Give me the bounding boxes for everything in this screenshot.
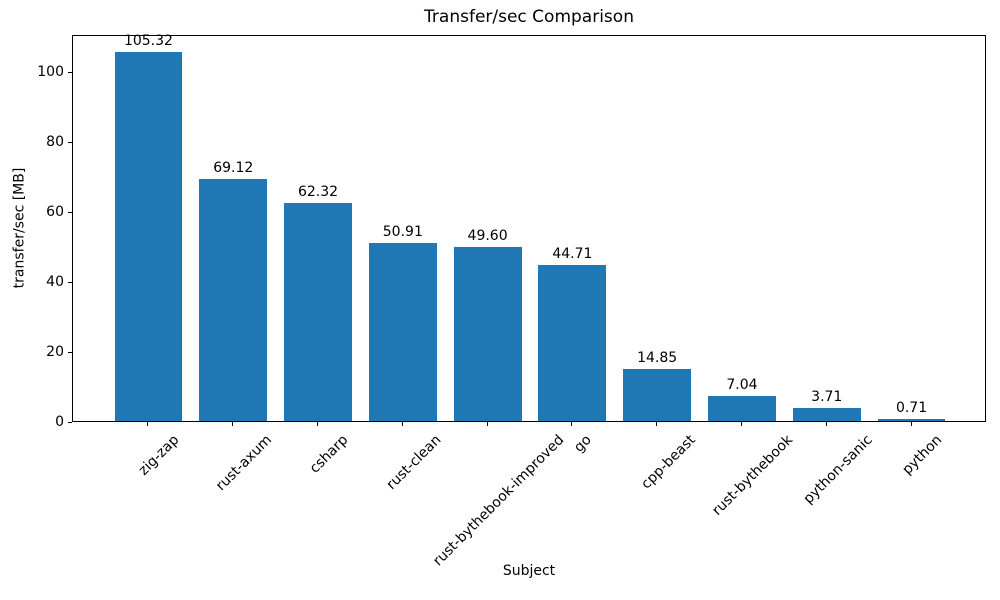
x-axis-label: Subject [502,563,556,579]
x-tick [486,422,488,426]
x-tick-label-text: zig-zap [135,432,183,479]
bar-value-label-python-sanic: 3.71 [811,389,843,406]
bar-value-label-rust-axum: 69.12 [213,160,254,177]
bar-value-label-rust-clean: 50.91 [382,223,423,240]
y-tick-label-40: 40 [46,274,64,291]
y-axis-label: transfer/sec [MB] [11,167,28,289]
x-tick [232,422,234,426]
y-tick [68,282,72,284]
x-tick [656,422,658,426]
bar-cpp-beast [623,369,692,421]
x-tick-label-text: python [899,432,946,478]
x-tick [571,422,573,426]
bar-value-label-go: 44.71 [552,245,593,262]
y-tick [68,422,72,423]
x-tick-label-python-sanic: python-sanic [774,429,875,507]
x-tick-label-text: rust-axum [212,432,275,495]
y-tick [68,72,72,74]
bar-rust-bythebook [708,396,776,421]
x-tick-label-text: python-sanic [800,432,876,508]
bar-go [538,264,607,421]
x-tick-label-csharp: csharp [293,429,351,477]
bar-csharp [284,202,352,421]
bar-python-sanic [792,408,861,421]
x-tick-label-python: python [885,429,945,478]
bar-zig-zap [114,52,183,421]
x-tick [317,422,319,426]
bar-value-label-rust-bythebook: 7.04 [726,377,758,394]
x-tick-label-go: go [566,429,596,456]
x-tick-label-rust-bythebook: rust-bythebook [678,429,796,519]
bar-value-label-zig-zap: 105.32 [123,33,173,50]
bar-value-label-python: 0.71 [895,399,928,416]
x-tick-label-rust-axum: rust-axum [192,429,275,494]
x-tick-label-text: rust-bythebook-improved [429,432,567,570]
x-tick-label-text: csharp [306,432,352,477]
y-tick [68,352,72,353]
bar-rust-axum [199,179,268,421]
plot-area: 105.32 69.12 62.32 50.91 49.60 44.71 14.85 7.04… [72,33,986,422]
bar-value-label-cpp-beast: 14.85 [637,350,678,367]
y-tick-label-20: 20 [46,344,64,360]
y-tick-label-80: 80 [46,134,64,151]
x-tick [401,422,403,426]
x-tick-label-text: go [571,432,596,456]
x-tick [825,422,827,426]
bar-python [877,418,946,421]
bar-rust-bythebook-improved [453,247,522,421]
bar-rust-clean [368,242,437,421]
bar-value-label-csharp: 62.32 [297,183,339,200]
y-tick-label-60: 60 [46,204,64,221]
x-tick [910,422,912,426]
y-tick-label-0: 0 [55,414,64,430]
chart-title: Transfer/sec Comparison [424,7,634,27]
x-tick-label-cpp-beast: cpp-beast [618,429,698,492]
x-tick [147,422,149,426]
x-tick [740,422,742,426]
x-tick-label-rust-bythebook-improved: rust-bythebook-improved [378,429,567,569]
y-tick [68,212,72,214]
x-tick-label-zig-zap: zig-zap [121,429,183,479]
y-tick [68,142,72,144]
y-tick-label-100: 100 [37,64,64,81]
bar-value-label-rust-bythebook-improved: 49.60 [467,228,508,245]
